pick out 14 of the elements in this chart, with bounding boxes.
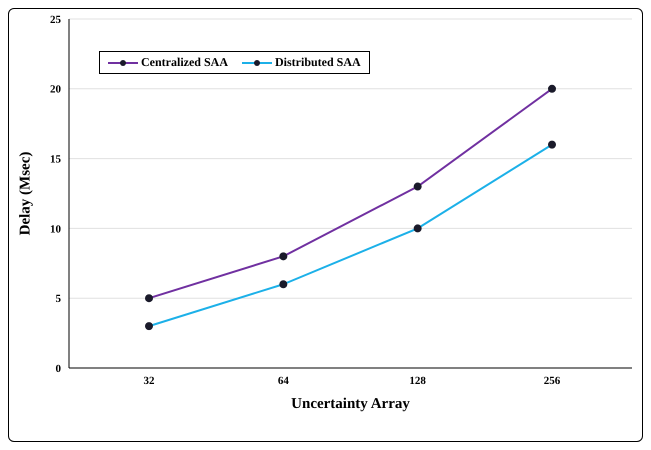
legend-label: Distributed SAA [274,55,361,70]
y-tick-label: 0 [56,362,62,375]
legend-label: Centralized SAA [140,55,228,70]
y-axis-title: Delay (Msec) [17,152,34,236]
y-tick-label: 15 [50,154,62,166]
x-tick-label: 32 [144,374,155,387]
y-tick-label: 5 [56,293,62,306]
y-tick-label: 25 [50,14,62,26]
x-tick-label: 128 [409,374,426,387]
y-tick-label: 20 [50,84,62,96]
x-tick-label: 256 [544,374,561,387]
x-axis-title: Uncertainty Array [291,396,410,412]
y-tick-label: 10 [50,223,62,236]
x-tick-label: 64 [278,374,290,387]
